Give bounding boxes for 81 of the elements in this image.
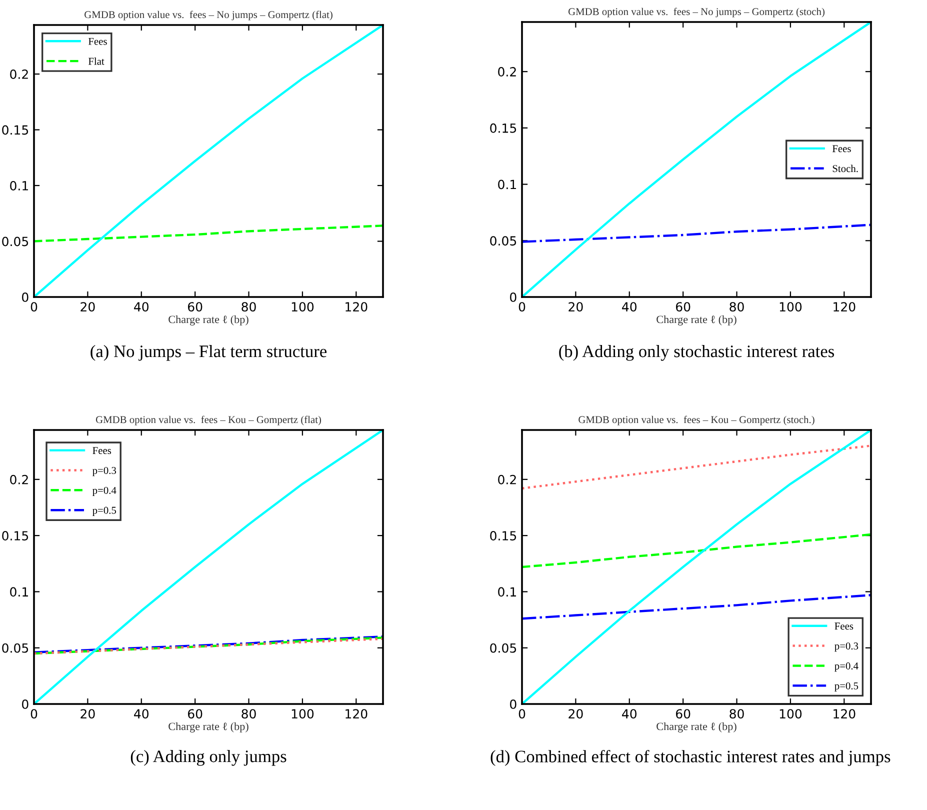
- y-tick-label: 0.1: [10, 587, 28, 597]
- x-tick-label: 20: [568, 709, 583, 719]
- text: (d) Combined effect of stochastic interest rates and jumps: [490, 750, 890, 766]
- x-tick-label: 0: [30, 709, 38, 719]
- chart-title: GMDB option value vs. fees – Kou – Gompertz (flat): [96, 416, 322, 426]
- x-tick-label: 120: [834, 302, 856, 312]
- x-tick-label: 100: [780, 709, 802, 719]
- y-tick-label: 0.05: [2, 643, 28, 653]
- legend-label: p=0.5: [92, 506, 116, 516]
- y-tick-label: 0.2: [10, 474, 28, 484]
- y-tick-label: 0.05: [490, 236, 516, 246]
- x-tick-label: 20: [80, 709, 95, 719]
- y-tick-label: 0: [22, 699, 28, 709]
- chart-title: GMDB option value vs. fees – Kou – Gompertz (stoch.): [578, 416, 814, 426]
- y-tick-label: 0.15: [2, 531, 28, 540]
- legend-label: p=0.5: [834, 682, 858, 692]
- x-axis-title: Charge rate ℓ (bp): [168, 315, 248, 326]
- x-axis-title: Charge rate ℓ (bp): [656, 315, 736, 326]
- x-tick-label: 100: [780, 302, 802, 312]
- y-tick-label: 0.15: [2, 125, 28, 135]
- x-tick-label: 80: [730, 302, 744, 312]
- x-tick-label: 80: [242, 709, 256, 719]
- y-tick-label: 0.1: [498, 587, 516, 597]
- x-tick-label: 100: [292, 709, 314, 719]
- x-tick-label: 120: [346, 302, 368, 312]
- x-tick-label: 0: [30, 302, 38, 312]
- x-tick-label: 20: [568, 302, 583, 312]
- text: (a) No jumps – Flat term structure: [90, 345, 327, 361]
- legend-label: p=0.4: [834, 662, 858, 672]
- y-tick-label: 0.2: [498, 67, 516, 77]
- chart-title: GMDB option value vs. fees – No jumps – Gompertz (flat): [84, 10, 332, 20]
- y-tick-label: 0: [510, 699, 516, 709]
- legend-label: p=0.3: [92, 466, 116, 476]
- x-tick-label: 0: [518, 302, 526, 312]
- legend-label: Fees: [832, 145, 851, 152]
- y-tick-label: 0.1: [10, 180, 28, 190]
- x-tick-label: 40: [134, 709, 149, 719]
- y-tick-label: 0.1: [498, 180, 516, 190]
- legend-label: Fees: [92, 447, 112, 454]
- x-tick-label: 60: [676, 302, 690, 312]
- y-tick-label: 0.15: [490, 531, 516, 540]
- legend-label: Stoch.: [832, 164, 858, 172]
- x-tick-label: 100: [292, 302, 314, 312]
- y-tick-label: 0.05: [490, 643, 516, 653]
- line-series: [34, 430, 383, 704]
- x-tick-label: 0: [518, 709, 526, 719]
- x-axis-title: Charge rate ℓ (bp): [168, 722, 248, 732]
- x-tick-label: 20: [80, 302, 95, 312]
- y-tick-label: 0: [510, 292, 516, 302]
- legend-label: p=0.4: [92, 486, 116, 496]
- x-tick-label: 120: [834, 709, 856, 719]
- x-tick-label: 40: [622, 709, 637, 719]
- x-tick-label: 120: [346, 709, 368, 719]
- x-axis-title: Charge rate ℓ (bp): [656, 722, 736, 732]
- text: (c) Adding only jumps: [130, 750, 286, 766]
- x-tick-label: 60: [188, 302, 202, 312]
- chart-title: GMDB option value vs. fees – No jumps – Gompertz (stoch): [568, 8, 824, 18]
- y-tick-label: 0: [22, 292, 28, 302]
- line-series: [522, 224, 871, 243]
- text: (b) Adding only stochastic interest rates: [559, 345, 834, 361]
- y-tick-label: 0.2: [498, 474, 516, 484]
- x-tick-label: 60: [676, 709, 690, 719]
- x-tick-label: 80: [730, 709, 744, 719]
- line-series: [522, 444, 871, 490]
- x-tick-label: 60: [188, 709, 202, 719]
- x-tick-label: 40: [622, 302, 637, 312]
- line-series: [522, 22, 871, 297]
- legend-label: p=0.3: [834, 642, 858, 652]
- line-series: [34, 224, 383, 242]
- x-tick-label: 80: [242, 302, 256, 312]
- y-tick-label: 0.15: [490, 123, 516, 133]
- line-series: [522, 533, 871, 568]
- legend-label: Flat: [88, 57, 104, 65]
- line-series: [34, 25, 383, 297]
- y-tick-label: 0.2: [10, 70, 28, 79]
- line-series: [522, 430, 871, 704]
- line-series: [522, 594, 871, 620]
- x-tick-label: 40: [134, 302, 149, 312]
- legend-label: Fees: [88, 38, 107, 45]
- y-tick-label: 0.05: [2, 236, 28, 246]
- legend-label: Fees: [834, 622, 854, 630]
